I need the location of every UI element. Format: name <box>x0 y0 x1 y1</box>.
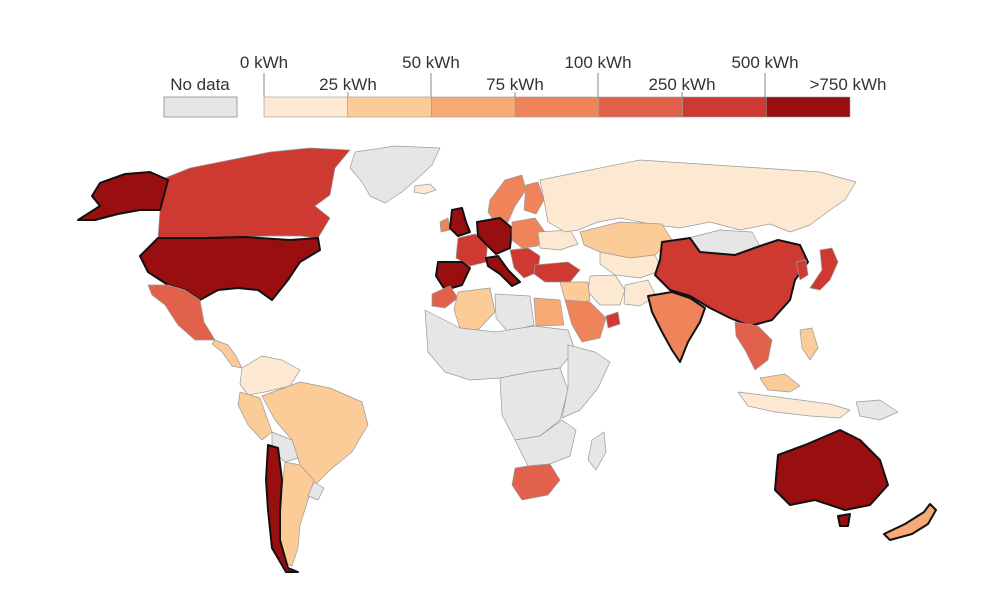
legend-no-data-label: No data <box>170 75 230 94</box>
world-map <box>77 145 937 573</box>
region-east-africa <box>561 344 611 419</box>
legend-swatch <box>347 96 432 118</box>
region-morocco <box>431 285 459 309</box>
region-india <box>647 291 706 363</box>
legend-top-label: 100 kWh <box>564 53 631 72</box>
legend-bins <box>263 96 851 118</box>
region-saudi-arabia <box>564 299 607 343</box>
region-russia <box>539 159 857 233</box>
legend-bottom-label: 250 kWh <box>648 75 715 94</box>
region-china <box>654 237 809 327</box>
legend-swatch <box>598 96 683 118</box>
region-indonesia <box>737 391 851 419</box>
region-central-america <box>211 339 243 369</box>
region-chile <box>265 444 299 573</box>
region-iran <box>587 274 626 306</box>
region-australia <box>774 429 889 511</box>
region-malaysia <box>759 373 801 393</box>
region-uae <box>605 311 621 329</box>
region-southeast-asia <box>734 321 773 371</box>
region-madagascar <box>587 431 607 471</box>
region-central-africa <box>499 367 569 441</box>
legend-top-label: 50 kWh <box>402 53 460 72</box>
region-iceland <box>413 183 437 195</box>
legend-bottom-label: 75 kWh <box>486 75 544 94</box>
region-iberia <box>435 261 471 291</box>
legend-bottom-label: >750 kWh <box>809 75 886 94</box>
region-new-zealand <box>883 503 937 541</box>
legend: No data 0 kWh 50 kWh 100 kWh 500 kWh 25 … <box>163 53 887 118</box>
region-korea <box>795 259 809 281</box>
legend-swatch <box>263 96 349 118</box>
region-philippines <box>799 327 819 361</box>
region-united-kingdom <box>449 207 471 237</box>
legend-swatch <box>431 96 516 118</box>
region-tasmania <box>837 513 851 527</box>
region-algeria <box>453 287 496 331</box>
region-south-africa <box>511 463 561 501</box>
region-brazil <box>261 381 369 486</box>
region-finland <box>523 181 545 215</box>
region-egypt <box>533 297 565 327</box>
region-new-guinea <box>855 399 899 421</box>
region-alaska <box>77 171 169 221</box>
region-central-asia <box>599 251 663 279</box>
region-canada <box>157 147 351 239</box>
region-ukraine <box>537 229 579 251</box>
region-united-states <box>139 236 321 301</box>
legend-swatch <box>682 96 767 118</box>
legend-swatch <box>514 96 600 118</box>
legend-top-label: 0 kWh <box>240 53 288 72</box>
region-kazakhstan <box>579 221 673 259</box>
region-greenland <box>349 145 441 204</box>
region-japan <box>809 247 839 291</box>
legend-swatch <box>765 96 851 118</box>
legend-top-label: 500 kWh <box>731 53 798 72</box>
region-peru <box>237 391 273 441</box>
region-eastern-europe <box>511 217 546 249</box>
legend-bottom-label: 25 kWh <box>319 75 377 94</box>
region-libya <box>494 293 535 333</box>
region-italy <box>485 255 521 287</box>
region-central-europe <box>476 217 513 255</box>
region-ireland <box>439 217 451 233</box>
region-uruguay <box>307 481 325 501</box>
legend-no-data-swatch <box>163 96 238 118</box>
region-turkey <box>533 261 581 283</box>
region-scandinavia <box>487 174 527 223</box>
